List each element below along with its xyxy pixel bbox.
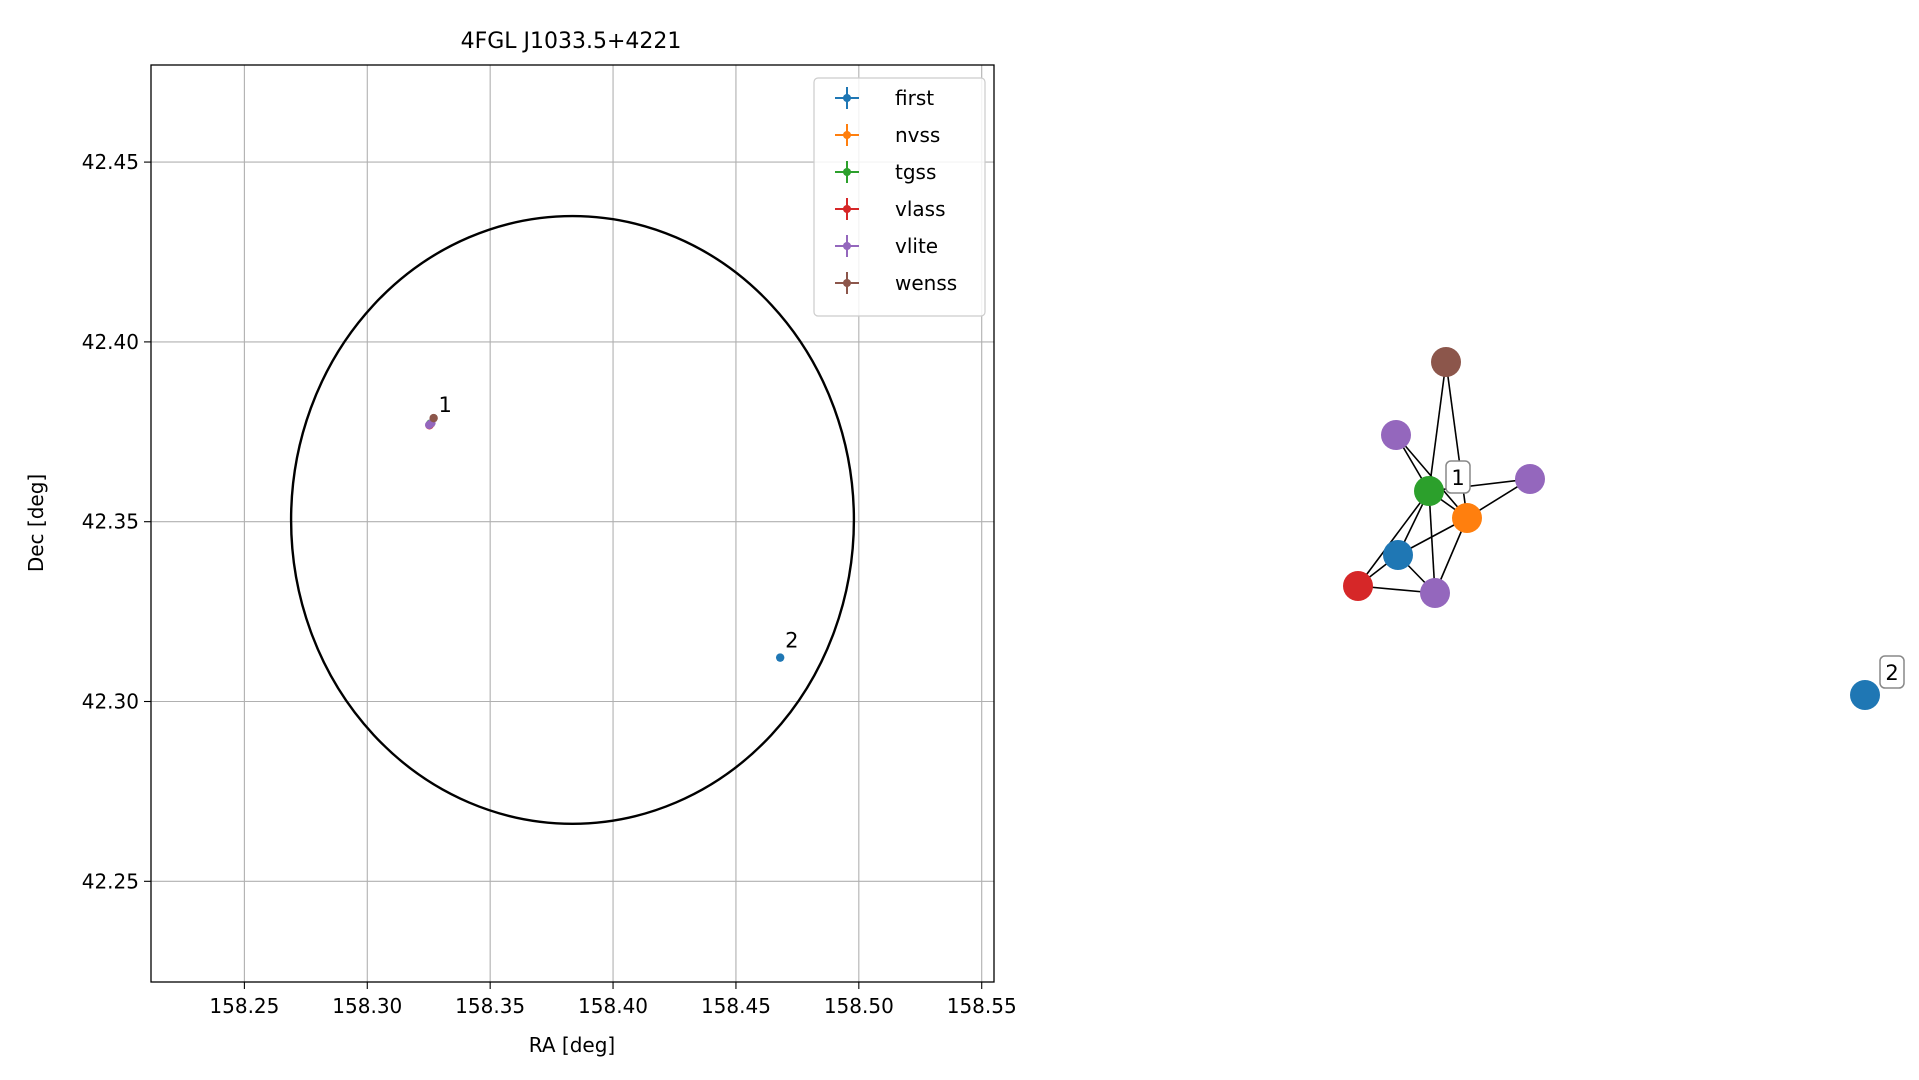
plot-title: 4FGL J1033.5+4221 <box>461 29 682 54</box>
point-annotations: 12 <box>439 393 799 653</box>
graph-node-vlite-a <box>1381 420 1411 450</box>
x-tick-label: 158.50 <box>824 994 894 1018</box>
graph-label-box <box>1445 460 1471 494</box>
legend-label: first <box>895 86 934 110</box>
data-point-wenss <box>429 413 438 423</box>
legend-box <box>813 77 986 317</box>
graph-node-vlite-b <box>1515 464 1545 494</box>
x-tick-label: 158.35 <box>455 994 525 1018</box>
graph-node-first-2 <box>1850 680 1880 710</box>
y-tick-label: 42.40 <box>82 330 139 354</box>
legend-label: tgss <box>895 160 936 184</box>
graph-nodes <box>1343 347 1880 710</box>
point-annotation: 2 <box>785 629 798 653</box>
x-axis-ticks: 158.25 158.30 158.35 158.40 158.45 158.50 158.… <box>209 982 1017 1018</box>
graph-node-tgss <box>1414 476 1444 506</box>
legend-marker-dot <box>843 279 851 287</box>
x-tick-label: 158.55 <box>947 994 1017 1018</box>
legend-marker-dot <box>843 168 851 176</box>
graph-node-first-1 <box>1383 540 1413 570</box>
legend-label: vlass <box>895 197 946 221</box>
y-tick-label: 42.35 <box>82 510 139 534</box>
x-axis-label: RA [deg] <box>529 1033 615 1057</box>
legend: first nvss tgss vlass vlite wenss <box>813 77 986 317</box>
ellipse-outline <box>289 214 856 825</box>
y-axis-label: Dec [deg] <box>24 474 48 572</box>
legend-marker-dot <box>843 242 851 250</box>
graph-edge <box>1445 361 1468 519</box>
graph-label: 1 <box>1451 466 1464 490</box>
graph-edge <box>1357 490 1430 587</box>
plot-frame <box>150 64 995 983</box>
graph-node-wenss <box>1431 347 1461 377</box>
legend-marker-dot <box>843 94 851 102</box>
graph-node-vlass <box>1343 571 1373 601</box>
legend-marker-dot <box>843 131 851 139</box>
error-ellipse <box>289 214 856 825</box>
graph-labels: 12 <box>1445 460 1905 689</box>
x-tick-label: 158.40 <box>578 994 648 1018</box>
x-tick-label: 158.25 <box>209 994 279 1018</box>
data-point-first <box>775 653 785 662</box>
point-annotation: 1 <box>439 393 452 417</box>
sky-position-plot: 4FGL J1033.5+4221 12 158.25 158.30 158.35 1… <box>24 29 1017 1057</box>
graph-node-nvss <box>1452 503 1482 533</box>
x-tick-label: 158.45 <box>701 994 771 1018</box>
x-tick-label: 158.30 <box>332 994 402 1018</box>
y-tick-label: 42.25 <box>82 869 139 893</box>
graph-edge <box>1428 361 1447 492</box>
graph-label-box <box>1879 655 1905 689</box>
legend-label: nvss <box>895 123 940 147</box>
legend-marker-dot <box>843 205 851 213</box>
source-points <box>425 413 785 662</box>
graph-node-vlite-c <box>1420 578 1450 608</box>
graph-label: 2 <box>1885 661 1898 685</box>
graph-edge <box>1428 490 1436 594</box>
legend-label: wenss <box>895 271 957 295</box>
legend-label: vlite <box>895 234 938 258</box>
crossmatch-network-graph: 12 <box>1343 347 1905 710</box>
y-tick-label: 42.45 <box>82 150 139 174</box>
y-tick-label: 42.30 <box>82 690 139 714</box>
y-axis-ticks: 42.25 42.30 42.35 42.40 42.45 <box>82 150 151 893</box>
